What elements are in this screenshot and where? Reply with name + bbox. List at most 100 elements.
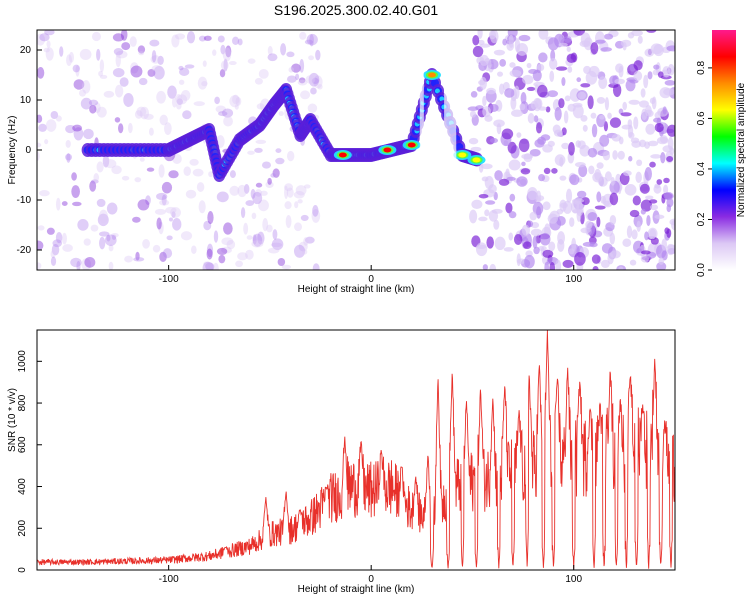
heatmap-cell — [636, 159, 643, 167]
heatmap-cell — [112, 33, 125, 42]
heatmap-cell — [609, 215, 617, 226]
heatmap-cell — [514, 38, 521, 53]
heatmap-cell — [167, 85, 177, 99]
heatmap-cell — [223, 222, 233, 235]
heatmap-cell — [272, 168, 280, 178]
heatmap-cell — [219, 69, 226, 78]
colorbar-gradient-bar — [712, 30, 736, 270]
heatmap-cell — [112, 68, 125, 78]
heatmap-cell — [513, 234, 523, 246]
heatmap-cell — [212, 49, 217, 56]
snr-x-label: Height of straight line (km) — [298, 584, 415, 595]
heatmap-cell — [37, 262, 42, 270]
heatmap-cell — [255, 139, 267, 144]
heatmap-cell — [294, 222, 303, 232]
heatmap-cell — [185, 189, 197, 199]
heatmap-cell — [37, 151, 40, 161]
heatmap-cell — [649, 204, 659, 211]
heatmap-cell — [472, 157, 481, 163]
heatmap-cell — [76, 260, 81, 270]
heatmap-cell — [266, 224, 273, 233]
heatmap-cell — [540, 134, 551, 141]
heatmap-cell — [37, 240, 44, 251]
heatmap-cell — [208, 171, 214, 178]
heatmap-cell — [166, 235, 173, 241]
heatmap-cell — [521, 224, 531, 236]
heatmap-cell — [580, 83, 591, 88]
y-tick-label: 1000 — [17, 350, 28, 373]
heatmap-cell — [527, 113, 535, 124]
heatmap-cell — [485, 200, 496, 205]
heatmap-cell — [469, 110, 477, 118]
heatmap-cell — [663, 192, 674, 201]
heatmap-cell — [39, 33, 50, 42]
heatmap-cell — [89, 104, 97, 114]
heatmap-cell — [97, 213, 109, 227]
heatmap-cell — [164, 122, 172, 136]
heatmap-cell — [644, 231, 649, 241]
heatmap-cell — [299, 58, 305, 73]
heatmap-cell — [484, 209, 490, 217]
heatmap-cell — [585, 220, 593, 230]
heatmap-cell — [179, 67, 190, 77]
heatmap-cell — [648, 199, 658, 204]
heatmap-cell — [65, 153, 73, 161]
heatmap-cell — [666, 243, 675, 256]
heatmap-cell — [482, 264, 488, 270]
heatmap-cell — [544, 261, 550, 270]
snr-series-line — [37, 330, 675, 569]
y-tick-label: 800 — [17, 394, 28, 411]
heatmap-cell — [311, 77, 319, 85]
heatmap-cell — [90, 179, 99, 184]
heatmap-cell — [114, 117, 121, 123]
heatmap-cell — [592, 265, 599, 270]
heatmap-cell — [240, 207, 246, 219]
heatmap-cell — [470, 91, 478, 98]
heatmap-cell — [280, 43, 287, 56]
heatmap-cell — [601, 243, 613, 254]
heatmap-cell — [383, 147, 392, 153]
heatmap-cell — [143, 113, 154, 120]
heatmap-cell — [610, 250, 621, 259]
heatmap-cell — [229, 170, 236, 179]
heatmap-cell — [77, 219, 89, 231]
heatmap-cell — [643, 74, 649, 89]
heatmap-cell — [223, 58, 228, 72]
heatmap-cell — [587, 212, 598, 222]
heatmap-cell — [222, 47, 232, 62]
heatmap-cell — [623, 170, 632, 177]
heatmap-cell — [286, 150, 295, 162]
heatmap-cell — [138, 77, 148, 86]
heatmap-cell — [467, 106, 479, 111]
heatmap-cell — [299, 31, 307, 40]
heatmap-cell — [284, 201, 292, 210]
heatmap-cell — [524, 254, 535, 269]
heatmap-cell — [568, 248, 575, 255]
heatmap-cell — [84, 256, 96, 268]
heatmap-cell — [254, 147, 263, 153]
heatmap-cell — [499, 58, 507, 67]
heatmap-cell — [503, 247, 514, 252]
heatmap-cell — [664, 80, 675, 86]
heatmap-cell — [547, 213, 559, 224]
heatmap-cell — [70, 257, 82, 268]
heatmap-cell — [108, 244, 114, 252]
heatmap-cell — [598, 76, 608, 89]
heatmap-cell — [139, 106, 150, 120]
snr-x-ticks: -100 0 100 — [159, 565, 583, 585]
heatmap-cell — [153, 65, 165, 80]
heatmap-cell — [535, 122, 543, 134]
heatmap-cell — [599, 114, 605, 120]
heatmap-cell — [267, 53, 278, 62]
heatmap-cell — [180, 89, 191, 101]
heatmap-cell — [115, 53, 121, 68]
heatmap-cell — [624, 184, 637, 196]
heatmap-cell — [123, 93, 134, 107]
heatmap-cell — [658, 257, 665, 265]
heatmap-cell — [664, 227, 670, 234]
heatmap-cell — [538, 245, 547, 252]
heatmap-cell — [646, 215, 651, 227]
heatmap-cell — [516, 132, 522, 138]
heatmap-cell — [168, 217, 173, 222]
heatmap-cell — [212, 262, 219, 270]
